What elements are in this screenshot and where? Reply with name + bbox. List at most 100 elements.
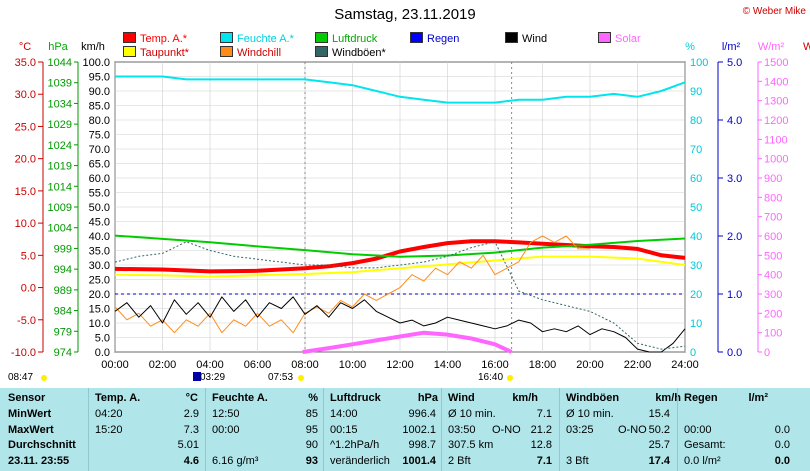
y-tick-wind: 20.0 (89, 289, 110, 301)
legend-label: Wind (522, 33, 548, 45)
table-cell: 307.5 km (448, 439, 494, 451)
copyright: © Weber Mike (742, 6, 806, 17)
y-tick-wind: 55.0 (89, 188, 110, 200)
y-tick-press: 974 (54, 347, 72, 359)
y-tick-wind: 85.0 (89, 101, 110, 113)
y-tick-press: 1039 (48, 78, 72, 90)
legend-label: Feuchte A.* (237, 33, 294, 45)
table-cell: 0.0 (774, 423, 790, 436)
legend-swatch (410, 32, 423, 43)
x-tick-label: 14:00 (434, 359, 462, 371)
table-cell: 14:00 (330, 408, 358, 420)
series-solar (302, 330, 513, 354)
legend-item: Taupunkt* (123, 46, 189, 59)
table-cell: 0.0 (774, 439, 790, 451)
x-tick-label: 00:00 (101, 359, 129, 371)
y-tick-press: 1034 (48, 98, 72, 110)
marker-sunrise: 08:47 (8, 372, 34, 383)
series-wind (114, 296, 686, 353)
y-tick-wind: 75.0 (89, 130, 110, 142)
marker-dawn: 03:29 (200, 372, 226, 383)
table-header: hPa (417, 392, 438, 404)
y-tick-wind: 95.0 (89, 72, 110, 84)
y-tick-rain: 0.0 (727, 347, 742, 359)
y-tick-press: 979 (54, 326, 72, 338)
y-tick-solar: 800 (764, 192, 782, 204)
unit-press: hPa (48, 41, 68, 53)
table-cell: 6.16 g/m³ (212, 454, 259, 467)
y-tick-solar: 700 (764, 212, 782, 224)
table-cell: 2.9 (183, 408, 199, 420)
marker-right-top: W (803, 41, 810, 53)
table-cell: 21.2 (530, 423, 552, 436)
y-tick-hum: 50 (690, 202, 702, 214)
table-column-divider (677, 388, 678, 471)
y-tick-press: 1044 (48, 57, 72, 69)
y-tick-wind: 80.0 (89, 115, 110, 127)
x-tick-label: 16:00 (481, 359, 509, 371)
table-cell: 998.7 (408, 439, 436, 451)
y-tick-solar: 1300 (764, 96, 788, 108)
y-tick-wind: 100.0 (82, 57, 110, 69)
legend-label: Windböen* (332, 47, 386, 59)
y-tick-temp: -10.0 (11, 347, 36, 359)
table-cell: 12.8 (530, 439, 552, 451)
table-header: l/m² (748, 392, 768, 404)
table-column-divider (559, 388, 560, 471)
y-tick-solar: 900 (764, 173, 782, 185)
table-header: Luftdruck (330, 392, 381, 404)
y-tick-rain: 3.0 (727, 173, 742, 185)
y-tick-press: 1009 (48, 202, 72, 214)
legend-swatch (315, 46, 328, 57)
y-tick-wind: 70.0 (89, 144, 110, 156)
legend-swatch (123, 32, 136, 43)
table-row-label: MinWert (8, 408, 52, 420)
legend-swatch (123, 46, 136, 57)
legend-swatch (598, 32, 611, 43)
x-tick-label: 24:00 (671, 359, 699, 371)
y-tick-hum: 20 (690, 289, 702, 301)
series-temp-a- (114, 239, 686, 274)
series-taupunkt- (114, 255, 686, 278)
x-tick-label: 18:00 (529, 359, 557, 371)
table-cell: 7.1 (536, 408, 552, 420)
y-tick-solar: 0 (764, 347, 770, 359)
table-cell: 00:00 (212, 423, 240, 436)
table-cell: 0.0 (774, 454, 790, 467)
y-tick-press: 1014 (48, 181, 72, 193)
legend-label: Solar (615, 33, 641, 45)
table-cell: 3 Bft (566, 454, 589, 467)
x-tick-label: 02:00 (149, 359, 177, 371)
y-tick-hum: 90 (690, 86, 702, 98)
series-windb-en- (114, 241, 686, 350)
table-cell: 7.3 (183, 423, 199, 436)
legend-item: Temp. A.* (123, 32, 187, 45)
y-tick-solar: 1000 (764, 154, 788, 166)
y-tick-press: 1004 (48, 223, 72, 235)
table-column-divider (205, 388, 206, 471)
table-cell: O-NO (618, 423, 647, 436)
sunrise-dot (41, 375, 47, 381)
y-tick-solar: 400 (764, 270, 782, 282)
table-cell: 50.2 (648, 423, 670, 436)
y-tick-wind: 50.0 (89, 202, 110, 214)
table-cell: 95 (305, 423, 318, 436)
weather-chart: °C hPa km/h% l/m² W/m² W 35.0 30.0 25.0 20.0 15.0 1… (11, 41, 810, 381)
y-tick-rain: 1.0 (727, 289, 742, 301)
legend-swatch (505, 32, 518, 43)
table-header: Sensor (8, 392, 46, 404)
table-cell: 85 (305, 408, 318, 420)
legend-item: Solar (598, 32, 641, 45)
table-cell: 12:50 (212, 408, 240, 420)
table-cell: 1002.1 (402, 423, 436, 436)
y-tick-solar: 500 (764, 250, 782, 262)
table-cell: veränderlich (330, 454, 390, 467)
table-cell: 00:15 (330, 423, 358, 436)
y-tick-press: 984 (54, 306, 72, 318)
legend-label: Temp. A.* (140, 33, 188, 45)
y-tick-wind: 45.0 (89, 217, 110, 229)
table-cell: 1001.4 (402, 454, 436, 467)
table-header: Wind (448, 392, 475, 404)
chart-title: Samstag, 23.11.2019 (334, 6, 476, 23)
y-tick-temp: 15.0 (15, 186, 36, 198)
